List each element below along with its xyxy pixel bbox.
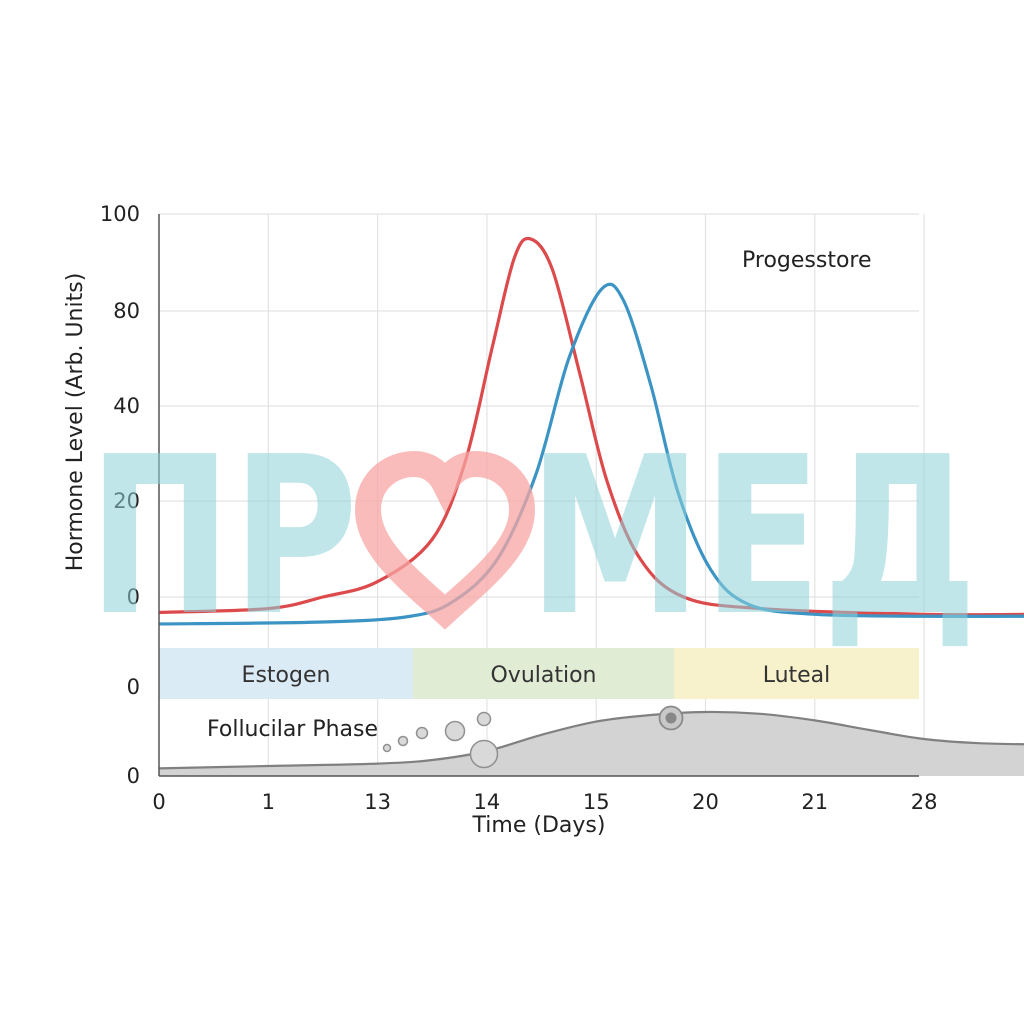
progesterone-annotation: Progesstore: [742, 248, 872, 273]
axes: [158, 214, 919, 777]
phase-bands: Estogen Ovulation Luteal: [159, 648, 919, 699]
lower-area-line: [158, 710, 1024, 770]
phase-label: Ovulation: [490, 663, 596, 688]
y-tick-label: 0: [127, 585, 140, 609]
x-tick-label: 21: [801, 790, 828, 814]
follicle-circle: [415, 726, 429, 740]
follicle-circle: [382, 743, 392, 753]
y-tick-label: 0: [127, 764, 140, 788]
blue-hormone-line: [158, 282, 1024, 626]
y-axis-title: Hormone Level (Arb. Units): [63, 273, 88, 572]
x-tick-label: 14: [474, 790, 501, 814]
watermark-logo: ПР МЕД: [88, 411, 978, 664]
phase-band: [674, 648, 919, 699]
y-tick-label: 0: [127, 675, 140, 699]
phase-label: Luteal: [763, 663, 831, 688]
x-tick-label: 20: [692, 790, 719, 814]
x-axis-title: Time (Days): [472, 813, 606, 838]
red-hormone-line: [158, 236, 1024, 617]
lower-panel: Follucilar Phase: [158, 705, 1024, 776]
x-tick-label: 1: [262, 790, 275, 814]
follicular-phase-label: Follucilar Phase: [207, 717, 378, 742]
y-tick-label: 40: [113, 394, 140, 418]
x-tick-label: 28: [911, 790, 938, 814]
watermark-text-left: ПР: [88, 411, 358, 664]
lower-area: [159, 711, 1024, 776]
heart-icon: [354, 450, 536, 630]
follicle-circle: [444, 720, 466, 742]
phase-label: Estogen: [242, 663, 331, 688]
x-tick-label: 0: [152, 790, 165, 814]
y-tick-label: 20: [113, 489, 140, 513]
watermark-text-right: МЕД: [528, 411, 978, 664]
y-tick-label: 80: [113, 299, 140, 323]
follicle-circle: [476, 711, 492, 727]
y-tick-label: 100: [100, 202, 140, 226]
x-tick-label: 15: [583, 790, 610, 814]
x-tick-label: 13: [364, 790, 391, 814]
corpus-luteum-core: [665, 712, 677, 724]
follicle-circle: [397, 735, 409, 747]
phase-band: [159, 648, 413, 699]
series-lines: [158, 236, 1024, 626]
phase-band: [413, 648, 674, 699]
follicle-circle: [469, 739, 499, 769]
